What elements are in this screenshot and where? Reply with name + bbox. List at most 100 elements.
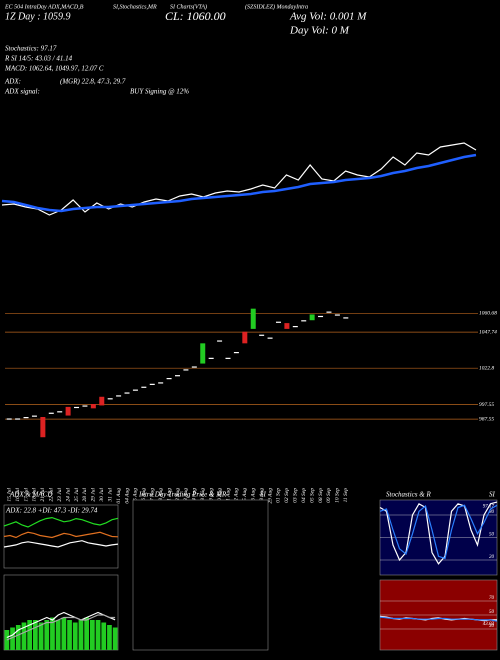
x-tick-label: 28 Aug — [259, 488, 265, 504]
candle — [292, 326, 298, 328]
y-tick-label: 1060.68 — [479, 311, 497, 317]
x-tick-label: 14 Aug — [191, 488, 198, 504]
candle — [31, 415, 37, 417]
info-text: BUY Signing @ 12% — [130, 88, 189, 96]
candle — [334, 314, 340, 316]
series-line — [379, 616, 498, 622]
candle — [309, 314, 315, 321]
y-tick-label: 997.55 — [479, 402, 494, 408]
x-tick-label: 21 Jul — [40, 488, 46, 502]
x-tick-label: 22 Jul — [49, 488, 55, 502]
x-tick-label: 05 Sep — [309, 488, 315, 503]
panel-background — [3, 504, 119, 569]
histogram-bar — [101, 622, 107, 650]
x-tick-label: 08 Aug — [158, 488, 164, 504]
histogram-bar — [107, 625, 112, 650]
candle — [267, 337, 273, 339]
x-tick-label: 04 Aug — [123, 488, 130, 504]
series-line — [6, 611, 116, 639]
candle — [158, 382, 164, 384]
y-tick-label: 30 — [489, 624, 495, 629]
info-text: (MGR) 22.8, 47.3, 29.7 — [60, 78, 126, 86]
histogram-bar — [95, 620, 101, 650]
histogram-bar — [44, 620, 50, 650]
y-tick-label: 50 — [489, 610, 495, 615]
value-label: 43.03 — [483, 622, 495, 627]
x-tick-label: 03 Sep — [293, 488, 299, 503]
candle — [343, 317, 349, 319]
candle — [208, 357, 214, 359]
y-tick-label: 987.55 — [479, 416, 494, 422]
x-tick-label: 08 Sep — [318, 488, 324, 503]
info-text: MACD: 1062.64, 1049.97, 12.07 C — [4, 65, 104, 73]
series-line — [6, 614, 116, 641]
header-text: CL: 1060.00 — [165, 9, 226, 23]
histogram-bar — [90, 620, 95, 650]
panel-title: Stochastics & R — [386, 491, 431, 499]
histogram-bar — [15, 625, 21, 650]
candle — [6, 418, 12, 420]
info-text: R SI 14/5: 43.03 / 41.14 — [4, 55, 73, 63]
x-tick-label: 25 Jul — [74, 488, 80, 502]
candle — [284, 323, 290, 329]
candle — [40, 417, 46, 438]
candle — [242, 331, 248, 344]
y-tick-label: 20 — [489, 555, 495, 560]
x-tick-label: 13 Aug — [183, 488, 189, 504]
candle — [259, 334, 265, 336]
candle — [107, 398, 113, 400]
candle — [200, 343, 206, 364]
x-tick-label: 29 Jul — [91, 488, 97, 502]
series-line — [379, 501, 498, 565]
panel-title: Intra Day Trading Price & MR — [138, 491, 227, 499]
x-tick-label: 22 Aug — [234, 488, 240, 504]
x-tick-label: 18 Aug — [200, 488, 206, 504]
candle — [225, 357, 231, 359]
header-text: SI,Stochastics,MR — [113, 4, 157, 10]
x-tick-label: 12 Aug — [175, 488, 181, 504]
x-tick-label: 29 Aug — [267, 488, 273, 504]
panel-subtitle: SI — [489, 491, 496, 499]
x-tick-label: 09 Sep — [326, 488, 332, 503]
x-tick-label: 24 Jul — [64, 488, 71, 502]
candle — [183, 369, 189, 371]
x-tick-label: 30 Jul — [99, 488, 105, 503]
histogram-bar — [67, 620, 72, 650]
header-text: (SZSIDLEZ) MondayIntra — [245, 3, 308, 10]
header-text: Avg Vol: 0.001 M — [289, 11, 367, 23]
x-tick-label: 01 Sep — [276, 488, 282, 503]
candle — [124, 392, 130, 394]
histogram-bar — [112, 627, 118, 650]
y-tick-label: 70 — [489, 596, 495, 601]
x-tick-label: 04 Sep — [300, 488, 307, 503]
header-text: 1Z Day : 1059.9 — [5, 11, 71, 22]
candle — [250, 308, 256, 329]
info-text: ADX: — [4, 78, 21, 86]
y-tick-label: 80 — [489, 510, 495, 515]
panel-background — [132, 499, 269, 651]
candle — [217, 340, 223, 342]
series-line — [1, 142, 477, 216]
candle — [116, 395, 122, 397]
candle — [82, 405, 88, 407]
series-line — [1, 153, 477, 213]
info-text: Stochastics: 97.17 — [5, 45, 57, 53]
candle — [141, 386, 147, 388]
panel-title: ADX & MACD — [9, 491, 52, 499]
x-tick-label: 18 Jul — [32, 488, 38, 502]
candle — [166, 378, 172, 380]
x-tick-label: 26 Aug — [250, 488, 256, 504]
candle — [99, 396, 105, 406]
x-tick-label: 28 Jul — [82, 488, 88, 502]
candle — [90, 404, 96, 409]
candle — [191, 366, 197, 368]
x-tick-label: 15 Jul — [6, 488, 12, 502]
x-tick-label: 06 Aug — [141, 488, 147, 504]
histogram-bar — [10, 627, 15, 650]
panel-background — [3, 574, 119, 651]
histogram-bar — [27, 620, 32, 650]
series-line — [379, 504, 498, 560]
candle — [48, 412, 54, 414]
histogram-bar — [55, 620, 61, 650]
